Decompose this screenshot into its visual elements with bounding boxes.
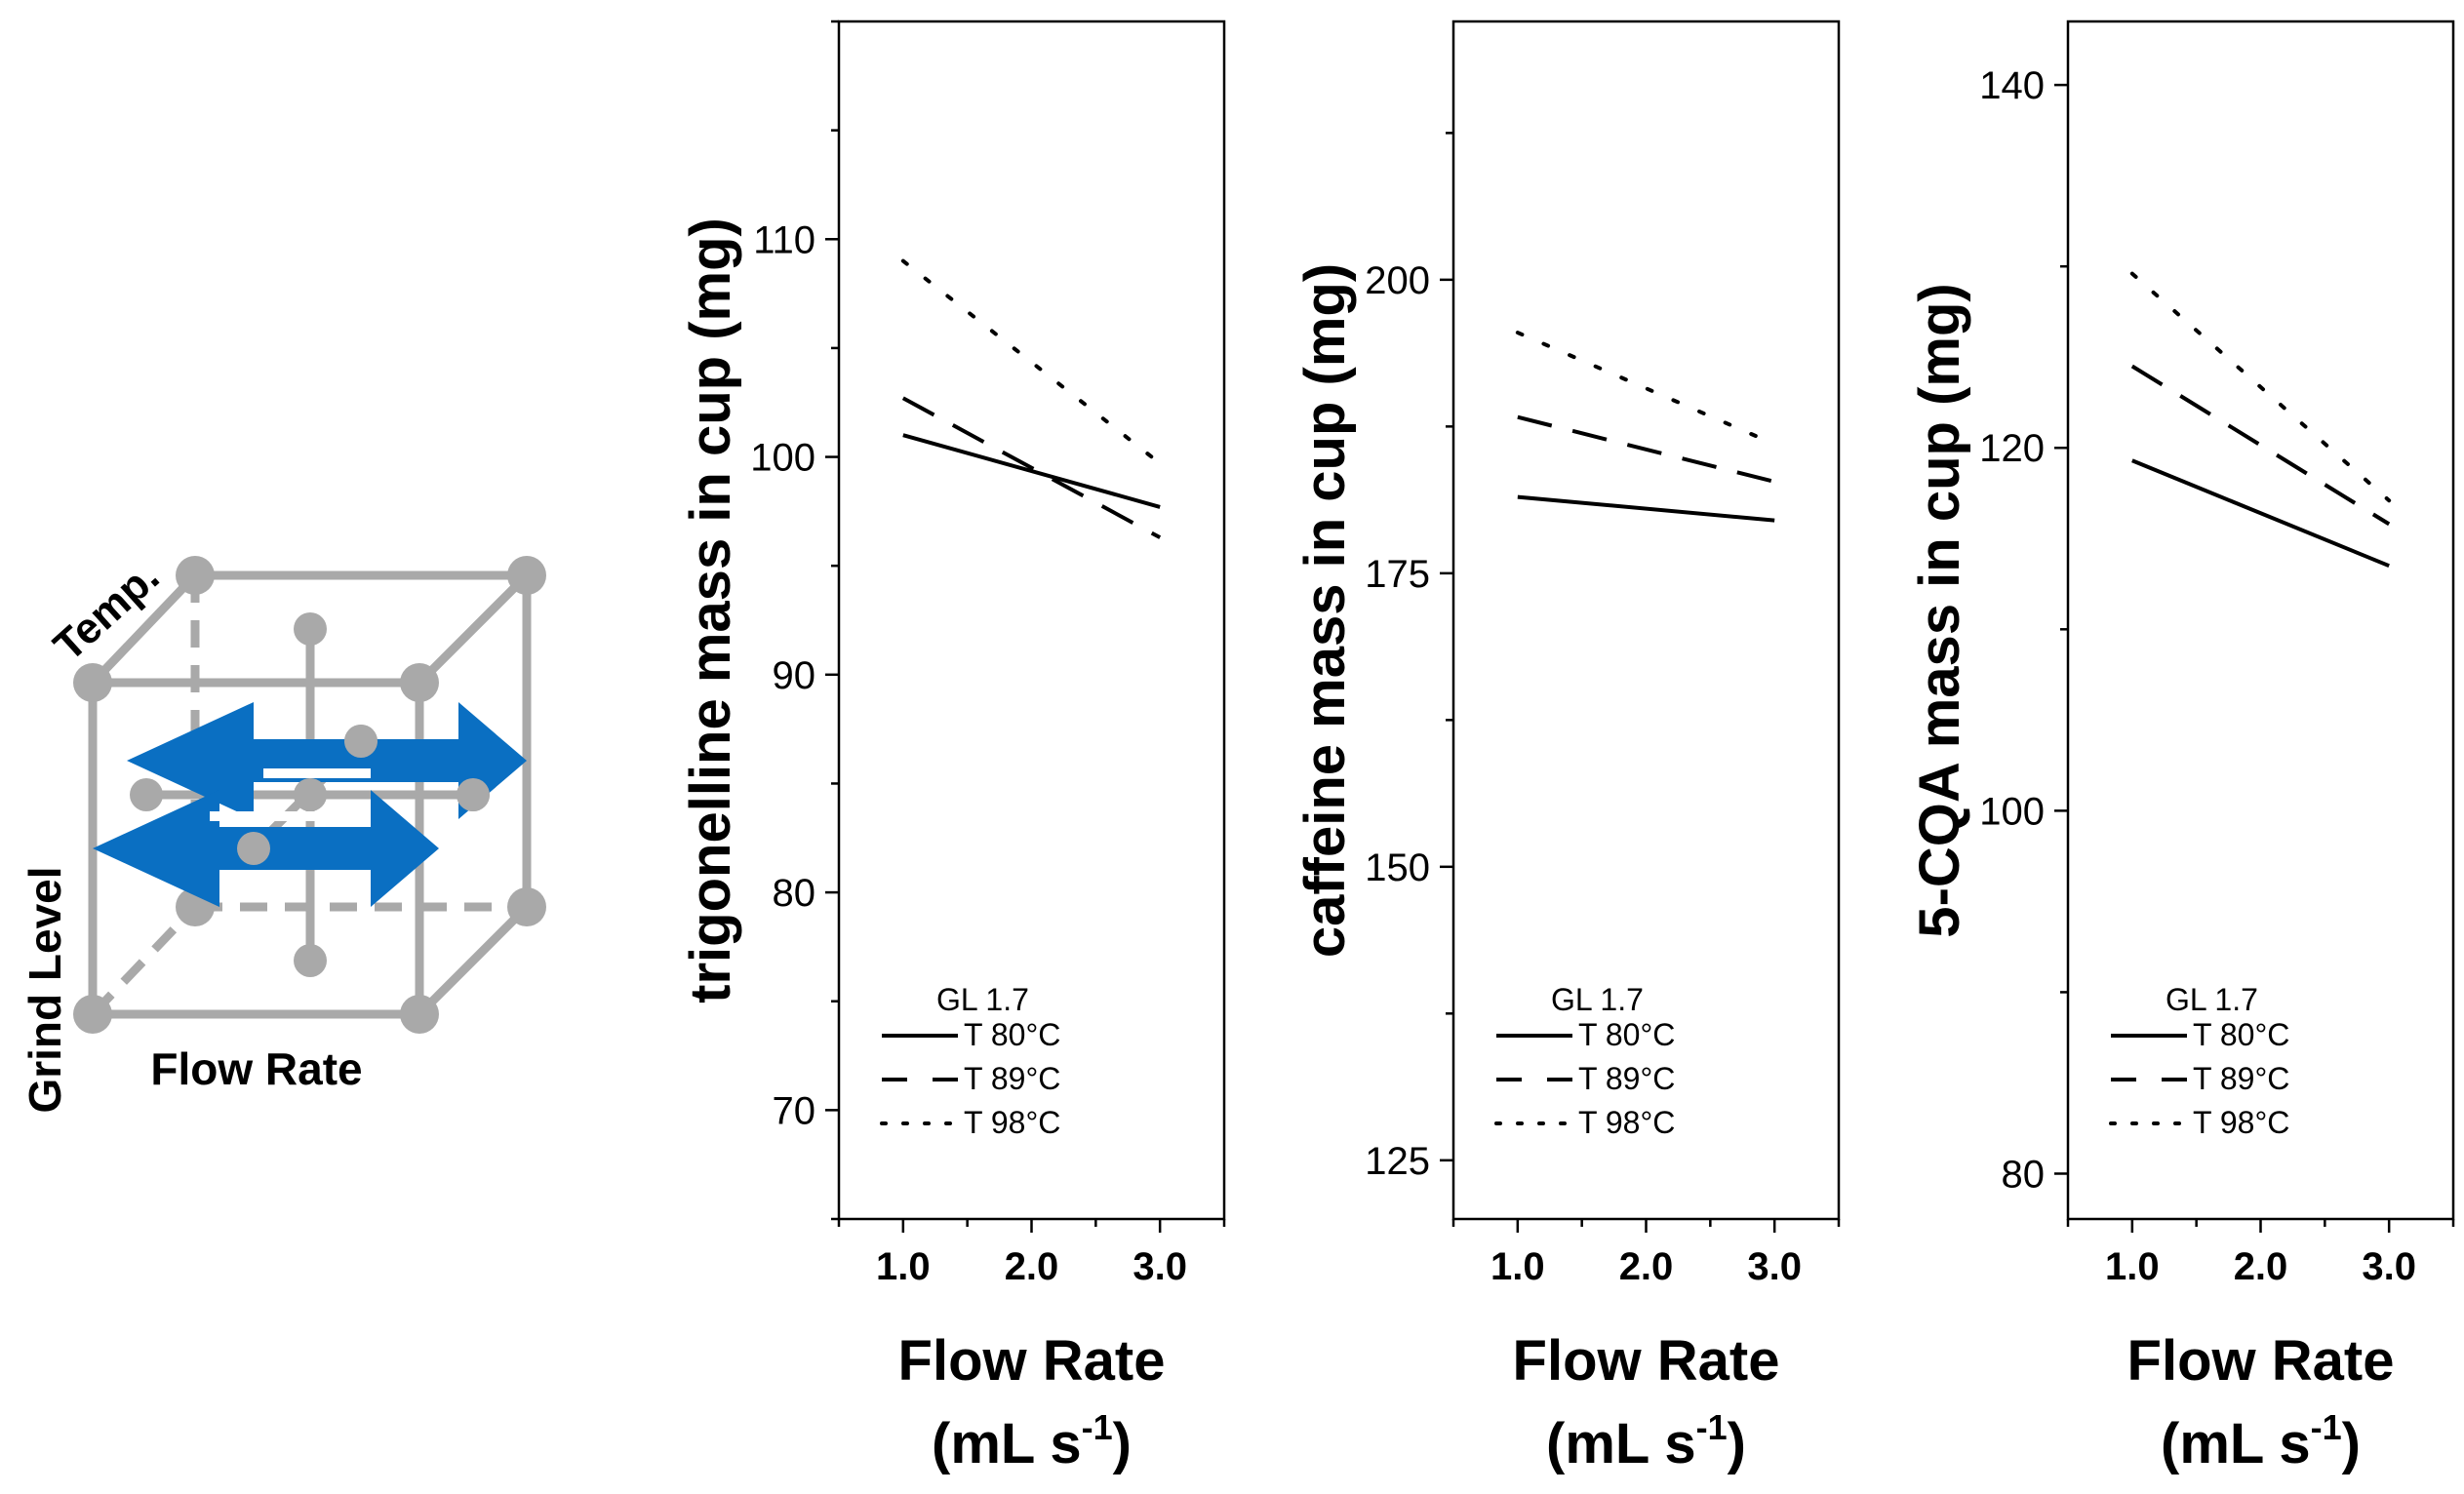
series-line-dotted — [1515, 331, 1777, 447]
legend-label: T 98°C — [1578, 1105, 1675, 1140]
x-tick-label: 2.0 — [1619, 1245, 1674, 1288]
x-tick-label: 1.0 — [2105, 1245, 2160, 1288]
y-tick-label: 150 — [1365, 846, 1430, 889]
doe-cube-diagram: Temp. Grind Level Flow Rate — [0, 468, 566, 1131]
y-tick-label: 100 — [750, 437, 815, 480]
y-tick-label: 110 — [753, 218, 815, 261]
temp-axis-label: Temp. — [45, 552, 169, 670]
legend: GL 1.7T 80°C T 89°C T 98°C — [2109, 982, 2289, 1140]
y-tick-label: 90 — [773, 654, 816, 697]
flow-rate-points-overlay — [237, 725, 490, 865]
x-tick-label: 3.0 — [1133, 1245, 1187, 1288]
series-line-solid — [1517, 494, 1775, 523]
double-arrow-icon — [127, 702, 527, 819]
y-tick-label: 80 — [2002, 1153, 2046, 1196]
x-axis-label: Flow Rate — [2127, 1329, 2395, 1393]
chart-svg: 125 150 175 200 1.0 2.0 3.0 caffeine mass in cu… — [1293, 20, 1841, 1475]
series-line-dotted — [900, 258, 1163, 466]
legend-label: T 89°C — [2193, 1061, 2289, 1096]
legend-label: T 80°C — [2193, 1017, 2289, 1052]
legend-title: GL 1.7 — [936, 982, 1029, 1017]
x-axis-label: Flow Rate — [1513, 1329, 1780, 1393]
legend-title: GL 1.7 — [2166, 982, 2258, 1017]
x-axis-unit: (mL s-1) — [932, 1407, 1132, 1475]
y-tick-label: 175 — [1365, 553, 1430, 596]
x-axis-unit: (mL s-1) — [1546, 1407, 1746, 1475]
legend: GL 1.7T 80°C T 89°C T 98°C — [1494, 982, 1675, 1140]
series-line-solid — [2131, 458, 2390, 569]
series-line-solid — [902, 433, 1161, 509]
y-axis-label: 5-CQA mass in cup (mg) — [1908, 283, 1971, 937]
caffeine-chart: 125 150 175 200 1.0 2.0 3.0 caffeine mass in cu… — [1239, 0, 1863, 1489]
legend-label: T 80°C — [964, 1017, 1060, 1052]
x-tick-label: 3.0 — [2362, 1245, 2416, 1288]
legend-label: T 80°C — [1578, 1017, 1675, 1052]
legend-title: GL 1.7 — [1551, 982, 1644, 1017]
5-cqa-chart: 80 100 120 140 1.0 2.0 3.0 5-CQA mass in cup (m… — [1853, 0, 2464, 1489]
legend: GL 1.7T 80°C T 89°C T 98°C — [880, 982, 1060, 1140]
series-line-dotted — [2129, 271, 2392, 503]
x-axis-unit: (mL s-1) — [2161, 1407, 2361, 1475]
y-axis-label: caffeine mass in cup (mg) — [1293, 263, 1357, 958]
x-axis-label: Flow Rate — [898, 1329, 1166, 1393]
y-tick-label: 140 — [1979, 64, 2045, 107]
series-line-dashed — [2130, 364, 2391, 527]
grind-level-axis-label: Grind Level — [20, 866, 70, 1113]
y-tick-label: 125 — [1365, 1140, 1430, 1183]
legend-label: T 98°C — [964, 1105, 1060, 1140]
x-tick-label: 1.0 — [1490, 1245, 1545, 1288]
trigonelline-chart: 70 80 90 100 110 1.0 2.0 3.0 trigonelline mass i… — [624, 0, 1249, 1489]
x-tick-label: 2.0 — [2234, 1245, 2288, 1288]
y-axis-label: trigonelline mass in cup (mg) — [679, 217, 742, 1003]
y-tick-label: 100 — [1979, 790, 2045, 833]
legend-label: T 89°C — [964, 1061, 1060, 1096]
x-tick-label: 1.0 — [876, 1245, 931, 1288]
chart-svg: 70 80 90 100 110 1.0 2.0 3.0 trigonelline mass i… — [679, 20, 1226, 1475]
y-tick-label: 70 — [773, 1089, 816, 1132]
y-tick-label: 120 — [1979, 427, 2045, 470]
series-line-dashed — [901, 396, 1162, 539]
x-tick-label: 3.0 — [1747, 1245, 1802, 1288]
legend-label: T 98°C — [2193, 1105, 2289, 1140]
y-tick-label: 200 — [1365, 259, 1430, 302]
y-tick-label: 80 — [773, 872, 816, 915]
x-tick-label: 2.0 — [1005, 1245, 1059, 1288]
legend-label: T 89°C — [1578, 1061, 1675, 1096]
series-line-dashed — [1517, 414, 1775, 484]
flow-rate-axis-label: Flow Rate — [150, 1043, 362, 1094]
chart-svg: 80 100 120 140 1.0 2.0 3.0 5-CQA mass in cup (m… — [1908, 20, 2455, 1475]
